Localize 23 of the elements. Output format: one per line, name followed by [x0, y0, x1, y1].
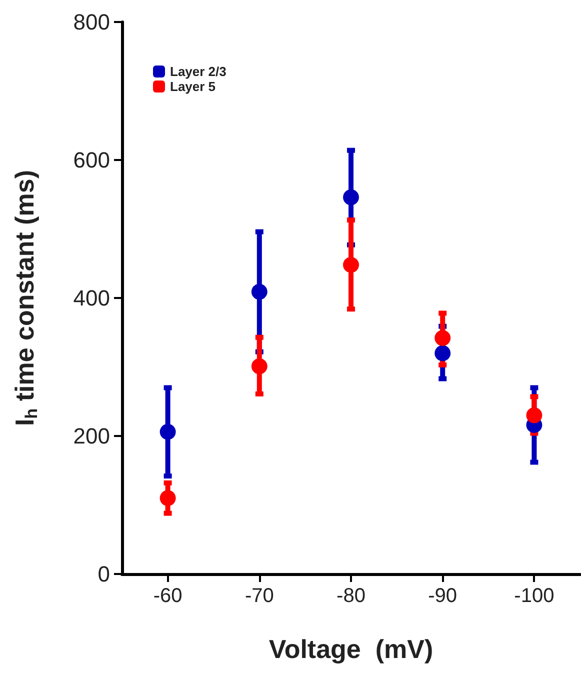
point	[251, 284, 268, 300]
y-tick-label: 0	[98, 562, 110, 586]
y-tick-label: 400	[73, 286, 110, 310]
point	[160, 424, 176, 440]
y-tick-label: 600	[73, 148, 110, 172]
x-tick-label: -70	[244, 585, 274, 607]
x-tick-label: -60	[153, 585, 182, 607]
point	[343, 189, 359, 206]
y-tick-label: 800	[73, 10, 110, 34]
y-axis-title: Ih time constant (ms)	[10, 170, 41, 426]
x-tick-label: -90	[428, 585, 458, 607]
x-axis-title: Voltage (mV)	[268, 634, 434, 664]
point	[526, 407, 542, 424]
x-tick-label: -80	[336, 585, 366, 607]
y-tick-label: 200	[73, 424, 110, 448]
point	[160, 490, 176, 506]
legend-label: Layer 5	[170, 79, 216, 94]
point	[434, 345, 451, 362]
point	[251, 358, 268, 374]
point	[434, 330, 451, 346]
point	[343, 256, 359, 273]
x-tick-label: -100	[514, 585, 554, 607]
legend-label: Layer 2/3	[170, 64, 226, 79]
